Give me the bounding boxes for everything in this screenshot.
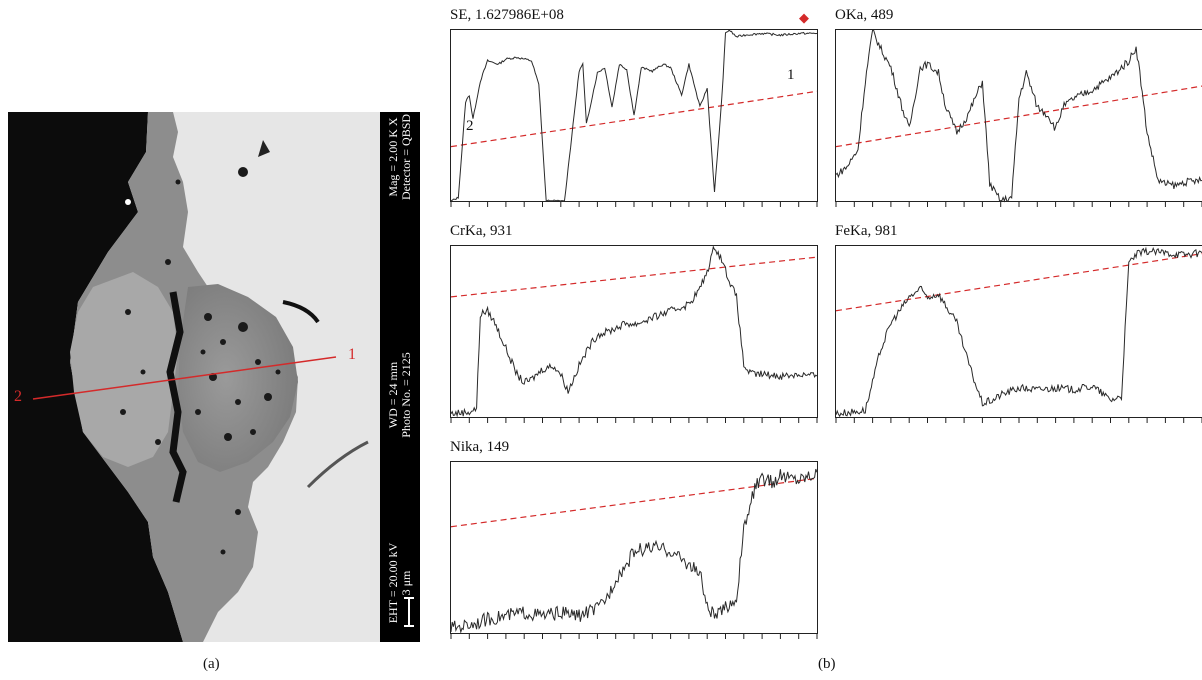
plot-oka (835, 29, 1202, 207)
profile-line (835, 29, 1202, 203)
profile-line (835, 246, 1202, 418)
plot-title-feka: FeKa, 981 (835, 223, 898, 239)
sem-micrograph (8, 112, 420, 642)
plot-svg (450, 245, 818, 423)
plot-title-oka: OKa, 489 (835, 7, 894, 23)
scale-bar-cap-top (404, 597, 414, 599)
plot-feka (835, 245, 1202, 423)
plot-svg (835, 246, 1202, 423)
profile-line (450, 29, 818, 202)
scale-text: 3 μm (399, 570, 413, 596)
panel-a-label: (a) (203, 656, 220, 672)
plot-svg (450, 468, 818, 639)
plot-svg (835, 29, 1202, 207)
plot-svg (450, 29, 818, 207)
profile-line (450, 245, 818, 418)
plot-title-nika: Nika, 149 (450, 439, 510, 455)
reference-line (450, 90, 818, 148)
sem-image: Mag = 2.00 K X Detector = QBSD WD = 24 m… (8, 112, 420, 642)
profile-line (450, 468, 818, 634)
line-label-start: 1 (348, 346, 356, 363)
plot-se (450, 29, 818, 207)
plot-title-se: SE, 1.627986E+08 (450, 7, 564, 23)
photo-number-text: Photo No. = 2125 (399, 352, 413, 438)
plot-crka (450, 245, 818, 423)
scale-bar (408, 597, 410, 627)
line-label-end: 2 (14, 388, 22, 405)
se-label-start: 1 (787, 67, 795, 83)
panel-b-label: (b) (818, 656, 836, 672)
reference-line (835, 253, 1202, 312)
sem-info-bar: Mag = 2.00 K X Detector = QBSD WD = 24 m… (380, 112, 420, 642)
plot-nika (450, 461, 818, 639)
reference-line (835, 85, 1202, 148)
reference-line (450, 256, 818, 298)
se-label-end: 2 (466, 118, 474, 134)
detector-text: Detector = QBSD (399, 113, 413, 201)
reference-line (450, 477, 818, 528)
plot-title-crka: CrKa, 931 (450, 223, 513, 239)
red-diamond-marker-icon: ◆ (799, 10, 809, 25)
scale-bar-cap-bottom (404, 625, 414, 627)
